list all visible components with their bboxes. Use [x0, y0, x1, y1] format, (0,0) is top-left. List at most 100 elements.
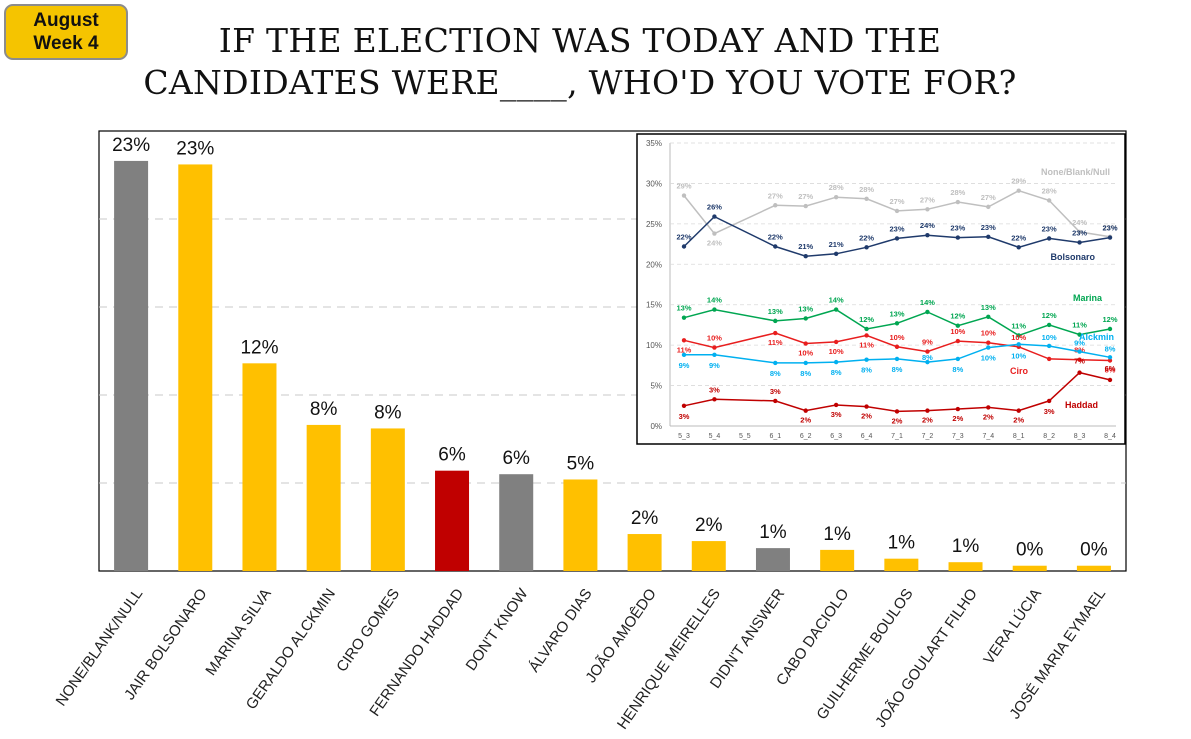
inset-point-label: 13%	[798, 304, 813, 313]
bar-value-label: 1%	[888, 533, 916, 554]
bar-value-label: 0%	[1080, 540, 1108, 561]
inset-x-tick: 6_3	[830, 433, 842, 440]
inset-point-label: 13%	[889, 309, 904, 318]
inset-point-label: 23%	[889, 224, 904, 233]
inset-point	[681, 193, 687, 198]
bar-value-label: 8%	[374, 402, 402, 423]
inset-point-label: 9%	[679, 361, 690, 370]
inset-y-tick: 20%	[646, 260, 662, 269]
inset-point	[1016, 188, 1021, 193]
inset-point	[833, 339, 839, 345]
inset-point-label: 11%	[1072, 321, 1087, 330]
inset-point-label: 11%	[677, 345, 692, 354]
bar-value-label: 2%	[631, 508, 659, 529]
bar	[884, 558, 919, 571]
inset-point	[1107, 326, 1113, 332]
inset-point	[681, 352, 687, 358]
inset-point	[681, 403, 687, 408]
inset-point-label: 11%	[1011, 321, 1026, 330]
inset-point-label: 3%	[709, 385, 720, 394]
inset-point-label: 10%	[889, 333, 904, 342]
bar-value-label: 5%	[567, 453, 595, 474]
inset-x-tick: 6_1	[769, 433, 781, 440]
inset-point-label: 10%	[707, 334, 722, 343]
inset-point-label: 8%	[952, 365, 963, 374]
inset-point	[925, 207, 930, 212]
inset-point-label: 14%	[707, 296, 722, 305]
inset-series: 22%26%22%21% 21%22%23% 24% 23% 23%22%23% 23%2…	[676, 203, 1118, 259]
bar-value-label: 1%	[952, 536, 980, 557]
inset-y-tick: 30%	[646, 179, 662, 188]
inset-series-line	[683, 332, 1111, 362]
inset-point	[864, 404, 869, 409]
inset-point	[712, 307, 717, 312]
bar	[948, 562, 983, 571]
inset-series-name: Alckmin	[1079, 332, 1114, 342]
category-label: VERA LÚCIA	[980, 586, 1045, 668]
bar-value-label: 6%	[438, 445, 466, 466]
inset-point	[925, 349, 930, 354]
bar	[306, 424, 341, 571]
inset-series-name: Ciro	[1010, 366, 1029, 376]
inset-point-label: 11%	[768, 338, 783, 347]
inset-point	[1046, 398, 1052, 404]
inset-point-label: 22%	[859, 233, 874, 242]
inset-x-tick: 5_3	[678, 433, 690, 440]
inset-point	[894, 321, 900, 326]
bar	[370, 428, 405, 571]
inset-point	[803, 408, 808, 413]
category-label: ÁLVARO DIAS	[526, 586, 596, 676]
inset-point	[894, 236, 900, 241]
inset-x-tick: 6_2	[800, 433, 812, 440]
inset-point	[986, 345, 991, 350]
inset-point	[1077, 332, 1082, 337]
inset-point-label: 10%	[1042, 333, 1057, 342]
inset-point	[803, 341, 808, 346]
inset-point	[833, 194, 839, 200]
badge-week: Week 4	[33, 33, 99, 54]
inset-point-label: 9%	[922, 338, 933, 347]
inset-point-label: 13%	[981, 303, 996, 312]
inset-point-label: 23%	[1102, 224, 1117, 233]
inset-y-tick: 10%	[646, 341, 662, 350]
bar	[691, 541, 726, 571]
inset-point-label: 10%	[829, 347, 844, 356]
bar-value-label: 1%	[759, 522, 787, 543]
inset-point-label: 27%	[920, 195, 935, 204]
inset-x-tick: 7_4	[982, 433, 994, 440]
inset-point-label: 27%	[889, 197, 904, 206]
inset-x-tick: 5_5	[739, 433, 751, 440]
inset-point-label: 10%	[798, 349, 813, 358]
inset-point	[986, 405, 991, 410]
inset-point	[1107, 358, 1113, 363]
inset-series-line	[683, 371, 1111, 413]
inset-series: 9% 9% 8% 8% 8% 8% 8% 8% 8% 10% 10% 10% 9% 8%	[679, 333, 1116, 378]
inset-point-label: 2%	[892, 416, 903, 425]
inset-point	[1077, 229, 1082, 235]
inset-point	[864, 245, 869, 250]
inset-series: 29%24%27% 27%28% 28%27% 27%28%27%29%28%24%2…	[676, 177, 1117, 248]
inset-point	[803, 254, 808, 259]
bar	[563, 479, 598, 571]
inset-point-label: 23%	[981, 223, 996, 232]
plot-frame	[98, 130, 1127, 572]
inset-point	[833, 251, 839, 256]
inset-point	[1046, 343, 1052, 349]
inset-point-label: 3%	[679, 412, 690, 421]
inset-point-label: 24%	[707, 239, 722, 248]
inset-point	[773, 203, 778, 208]
inset-point-label: 27%	[798, 192, 813, 201]
category-label: DON'T KNOW	[463, 585, 532, 674]
inset-x-tick: 7_2	[922, 433, 934, 440]
inset-point-label: 28%	[950, 188, 965, 197]
inset-point-label: 23%	[950, 224, 965, 233]
inset-point-label: 13%	[676, 304, 691, 313]
inset-point-label: 10%	[981, 354, 996, 363]
inset-point-label: 24%	[1072, 218, 1087, 227]
bar-value-label: 12%	[240, 337, 278, 358]
inset-point-label: 10%	[981, 329, 996, 338]
inset-point-label: 6%	[1105, 364, 1116, 373]
inset-point-label: 27%	[768, 191, 783, 200]
period-badge: August Week 4	[4, 4, 128, 60]
bar	[1076, 565, 1111, 571]
